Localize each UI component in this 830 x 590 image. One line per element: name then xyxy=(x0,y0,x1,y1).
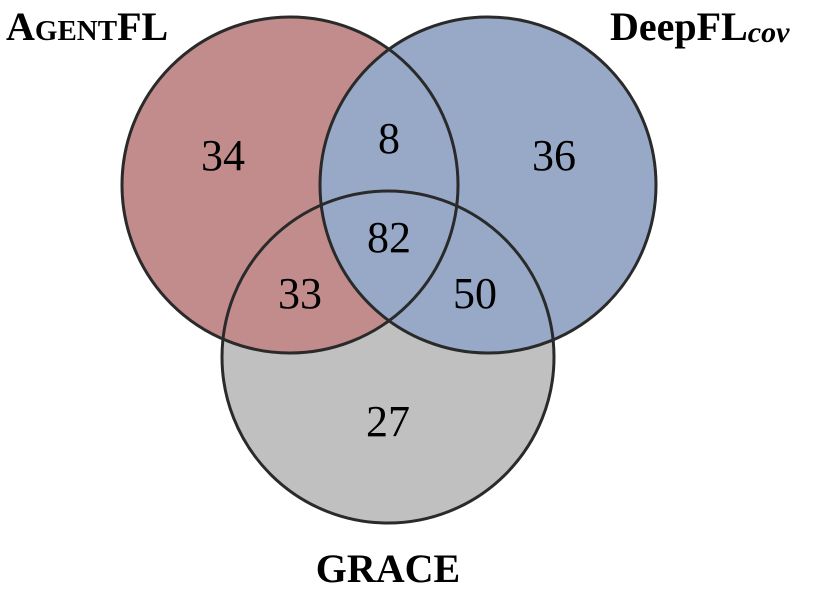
set-b-label-main: DeepFL xyxy=(610,4,748,49)
region-c-only: 27 xyxy=(366,397,410,446)
region-a-only: 34 xyxy=(201,131,245,180)
set-a-label-main: A xyxy=(6,4,35,49)
region-a-and-b: 8 xyxy=(378,114,400,163)
set-c-label: GRACE xyxy=(316,546,460,590)
set-b-label: DeepFLcov xyxy=(610,4,790,49)
set-a-label-tail: FL xyxy=(117,4,168,49)
set-c-outline xyxy=(220,189,556,525)
region-b-and-c: 50 xyxy=(453,269,497,318)
set-a-outline xyxy=(120,15,460,355)
all-three-fill xyxy=(320,191,458,353)
region-all-three: 82 xyxy=(367,213,411,262)
set-a-label-smallcaps: GENT xyxy=(35,15,117,47)
set-b-outline xyxy=(318,15,658,355)
region-b-only: 36 xyxy=(532,131,576,180)
set-a-label: AGENTFL xyxy=(6,4,168,49)
set-b-label-sub: cov xyxy=(748,16,790,49)
region-a-and-c: 33 xyxy=(278,269,322,318)
